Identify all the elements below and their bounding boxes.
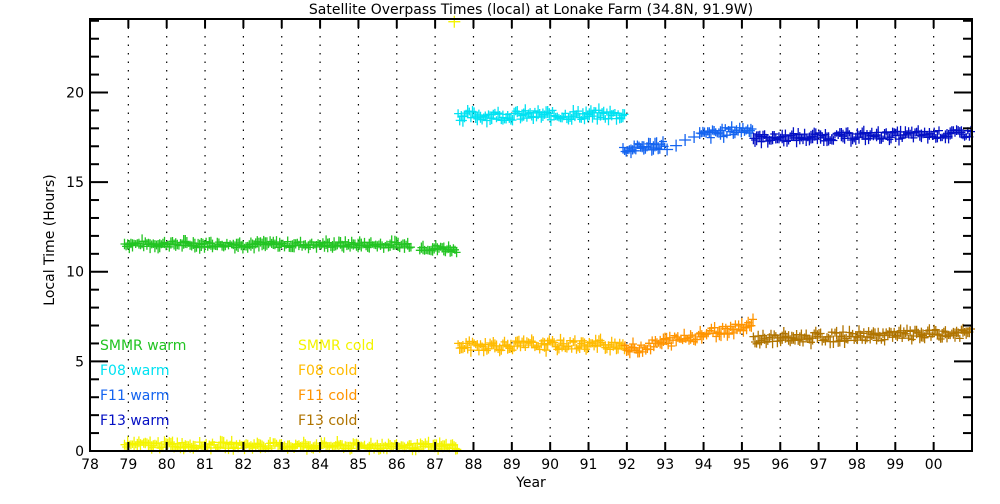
y-tick-label: 10	[66, 265, 84, 281]
series-f08-cold	[454, 333, 629, 357]
x-tick-label: 99	[886, 457, 904, 473]
y-tick-label: 20	[66, 85, 84, 101]
x-tick-label: 96	[771, 457, 789, 473]
data-marks	[120, 15, 975, 456]
legend-item: SMMR cold	[298, 338, 374, 354]
legend-item: F13 warm	[100, 413, 170, 429]
legend-item: F13 cold	[298, 413, 357, 429]
y-tick-label: 0	[75, 444, 84, 460]
chart-title: Satellite Overpass Times (local) at Lona…	[309, 2, 753, 18]
x-tick-label: 94	[695, 457, 713, 473]
legend-item: F08 warm	[100, 363, 170, 379]
x-tick-label: 87	[426, 457, 444, 473]
x-tick-label: 79	[119, 457, 137, 473]
x-tick-label: 91	[580, 457, 598, 473]
x-tick-label: 95	[733, 457, 751, 473]
x-tick-label: 97	[810, 457, 828, 473]
series-f11-warm	[695, 121, 757, 144]
series-smmr-cold	[448, 15, 461, 28]
legend: SMMR warm F08 warm F11 warm F13 warm SMMR co…	[100, 338, 374, 429]
x-tick-label: 86	[388, 457, 406, 473]
x-tick-label: 81	[196, 457, 214, 473]
legend-item: F11 cold	[298, 388, 357, 404]
x-tick-label: 84	[311, 457, 329, 473]
series-f13-cold	[749, 323, 975, 350]
x-tick-label: 82	[234, 457, 252, 473]
legend-item: SMMR warm	[100, 338, 186, 354]
x-tick-label: 98	[848, 457, 866, 473]
y-axis-label: Local Time (Hours)	[42, 174, 58, 305]
series-f11-cold	[621, 313, 757, 359]
grid-lines	[127, 19, 935, 451]
axes: 78 79 80 81 82 83 84 85 86 87 88 89 90 91 92 93 94 95 96 97…	[66, 18, 973, 473]
legend-item: F11 warm	[100, 388, 170, 404]
x-tick-label: 80	[158, 457, 176, 473]
x-tick-label: 78	[81, 457, 99, 473]
y-tick-label: 15	[66, 175, 84, 191]
x-axis-label: Year	[515, 475, 546, 491]
x-tick-label: 00	[925, 457, 943, 473]
x-tick-label: 90	[541, 457, 559, 473]
x-tick-label: 89	[503, 457, 521, 473]
x-tick-label: 92	[618, 457, 636, 473]
x-tick-label: 85	[350, 457, 368, 473]
legend-item: F08 cold	[298, 363, 357, 379]
series-smmr-cold	[120, 435, 462, 456]
series-f08-warm	[454, 103, 629, 128]
x-tick-label: 93	[656, 457, 674, 473]
x-tick-label: 83	[273, 457, 291, 473]
series-smmr-warm	[120, 234, 415, 254]
plot-frame	[89, 18, 973, 452]
x-tick-label: 88	[465, 457, 483, 473]
y-tick-label: 5	[75, 354, 84, 370]
series-f13-warm	[749, 125, 975, 149]
series-smmr-warm	[415, 240, 461, 258]
series-f11-warm	[661, 131, 701, 156]
series-f11-warm	[619, 136, 669, 159]
